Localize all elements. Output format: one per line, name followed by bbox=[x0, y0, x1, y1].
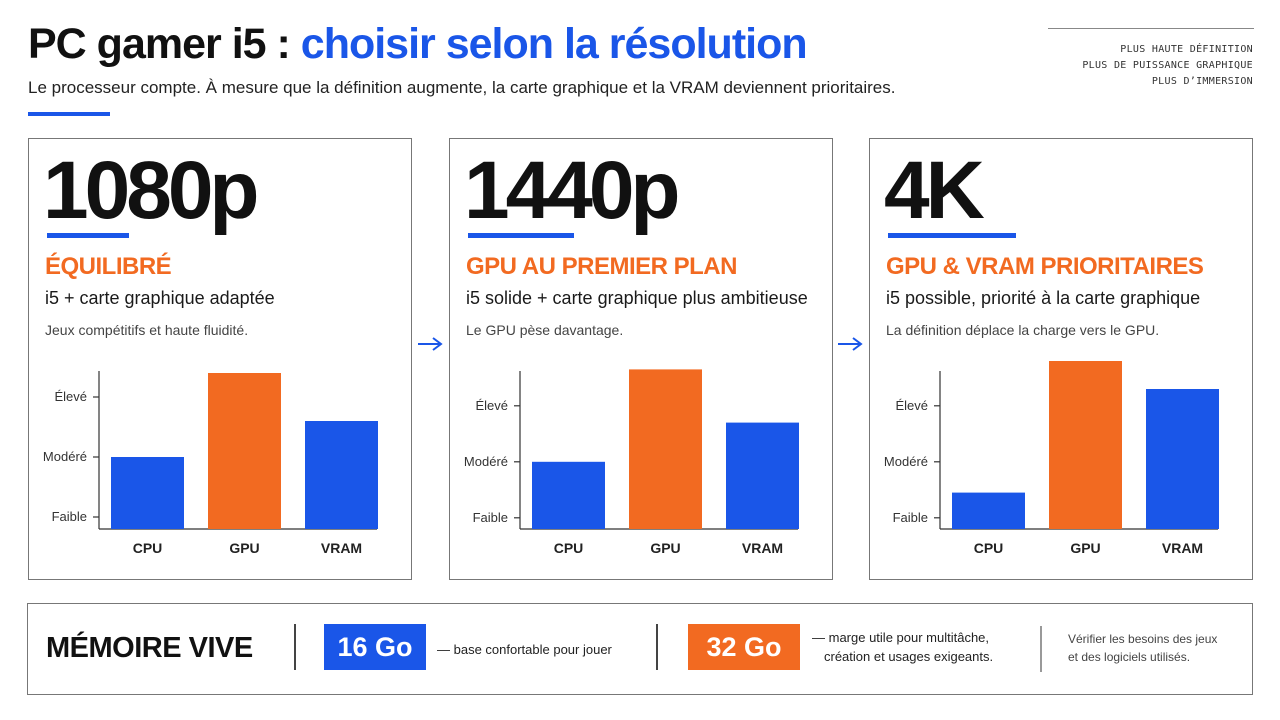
x-tick-label: VRAM bbox=[321, 540, 362, 556]
y-tick-label: Modéré bbox=[884, 454, 928, 469]
panel-1440p: 1440p GPU AU PREMIER PLAN i5 solide + ca… bbox=[449, 138, 833, 580]
x-tick-label: GPU bbox=[1070, 540, 1100, 556]
bar-cpu bbox=[952, 492, 1025, 529]
bar-gpu bbox=[629, 369, 702, 529]
ram-16go-note: — base confortable pour jouer bbox=[437, 642, 612, 657]
arrow-right-icon bbox=[418, 337, 443, 351]
resolution-accent-bar bbox=[468, 233, 574, 238]
x-tick-label: VRAM bbox=[742, 540, 783, 556]
panel-4k: 4K GPU & VRAM PRIORITAIRES i5 possible, … bbox=[869, 138, 1253, 580]
ram-32go-note: — marge utile pour multitâche, création … bbox=[812, 628, 993, 666]
panel-note: Jeux compétitifs et haute fluidité. bbox=[45, 322, 249, 338]
title-part-1: PC gamer i5 : bbox=[28, 20, 291, 68]
bar-gpu bbox=[1049, 361, 1122, 529]
y-tick-label: Faible bbox=[893, 510, 928, 525]
divider bbox=[294, 624, 296, 670]
arrow-right-icon bbox=[838, 337, 863, 351]
y-tick-label: Modéré bbox=[43, 449, 87, 464]
y-tick-label: Faible bbox=[52, 509, 87, 524]
tagline-line-2: PLUS DE PUISSANCE GRAPHIQUE bbox=[1082, 60, 1253, 71]
y-tick-label: Élevé bbox=[475, 398, 508, 413]
panel-description: i5 possible, priorité à la carte graphiq… bbox=[886, 288, 1201, 308]
divider bbox=[1040, 626, 1042, 672]
memory-advice-line-1: Vérifier les besoins des jeux bbox=[1068, 632, 1218, 646]
resolution-title: 4K bbox=[884, 145, 985, 236]
y-tick-label: Modéré bbox=[464, 454, 508, 469]
panel-label: GPU & VRAM PRIORITAIRES bbox=[886, 253, 1204, 280]
x-tick-label: GPU bbox=[229, 540, 259, 556]
panel-description: i5 solide + carte graphique plus ambitie… bbox=[466, 288, 808, 308]
memory-advice: Vérifier les besoins des jeux et des log… bbox=[1068, 630, 1217, 666]
x-tick-label: CPU bbox=[133, 540, 163, 556]
resolution-accent-bar bbox=[888, 233, 1016, 238]
resolution-title: 1440p bbox=[464, 145, 681, 236]
ram-32go-note-line-2: création et usages exigeants. bbox=[824, 649, 994, 664]
tagline: PLUS HAUTE DÉFINITION PLUS DE PUISSANCE … bbox=[1082, 42, 1253, 90]
panel-label: ÉQUILIBRÉ bbox=[45, 253, 172, 280]
ram-32go-badge: 32 Go bbox=[688, 624, 800, 670]
tagline-rule bbox=[1048, 28, 1254, 29]
bar-chart-4k: Faible Modéré Élevé CPU GPU VRAM bbox=[884, 361, 1219, 556]
tagline-line-1: PLUS HAUTE DÉFINITION bbox=[1120, 44, 1253, 55]
panel-note: La définition déplace la charge vers le … bbox=[886, 322, 1160, 338]
x-tick-label: CPU bbox=[554, 540, 584, 556]
divider bbox=[656, 624, 658, 670]
panel-description: i5 + carte graphique adaptée bbox=[45, 288, 275, 308]
x-tick-label: GPU bbox=[650, 540, 680, 556]
memory-section: MÉMOIRE VIVE 16 Go — base confortable po… bbox=[27, 603, 1253, 695]
memory-advice-line-2: et des logiciels utilisés. bbox=[1068, 650, 1191, 664]
ram-32go-note-line-1: — marge utile pour multitâche, bbox=[812, 630, 990, 645]
resolution-accent-bar bbox=[47, 233, 129, 238]
bar-vram bbox=[726, 422, 799, 529]
ram-16go-badge: 16 Go bbox=[324, 624, 426, 670]
bar-chart-1440p: Faible Modéré Élevé CPU GPU VRAM bbox=[464, 369, 799, 556]
bar-cpu bbox=[532, 461, 605, 529]
panel-label: GPU AU PREMIER PLAN bbox=[466, 253, 737, 280]
memory-title: MÉMOIRE VIVE bbox=[46, 632, 253, 664]
y-tick-label: Élevé bbox=[54, 389, 87, 404]
panel-note: Le GPU pèse davantage. bbox=[466, 322, 624, 338]
title-part-2: choisir selon la résolution bbox=[300, 20, 808, 68]
bar-vram bbox=[1146, 389, 1219, 529]
page-subtitle: Le processeur compte. À mesure que la dé… bbox=[28, 78, 896, 97]
bar-cpu bbox=[111, 457, 184, 529]
y-tick-label: Élevé bbox=[895, 398, 928, 413]
y-tick-label: Faible bbox=[473, 510, 508, 525]
x-tick-label: VRAM bbox=[1162, 540, 1203, 556]
panel-1080p: 1080p ÉQUILIBRÉ i5 + carte graphique ada… bbox=[28, 138, 412, 580]
resolution-title: 1080p bbox=[43, 145, 260, 236]
x-tick-label: CPU bbox=[974, 540, 1004, 556]
bar-chart-1080p: Faible Modéré Élevé CPU GPU VRAM bbox=[43, 371, 378, 556]
page-title: PC gamer i5 : choisir selon la résolutio… bbox=[28, 16, 808, 72]
title-accent-bar bbox=[28, 112, 110, 116]
bar-gpu bbox=[208, 373, 281, 529]
tagline-line-3: PLUS D’IMMERSION bbox=[1151, 76, 1253, 87]
bar-vram bbox=[305, 421, 378, 529]
